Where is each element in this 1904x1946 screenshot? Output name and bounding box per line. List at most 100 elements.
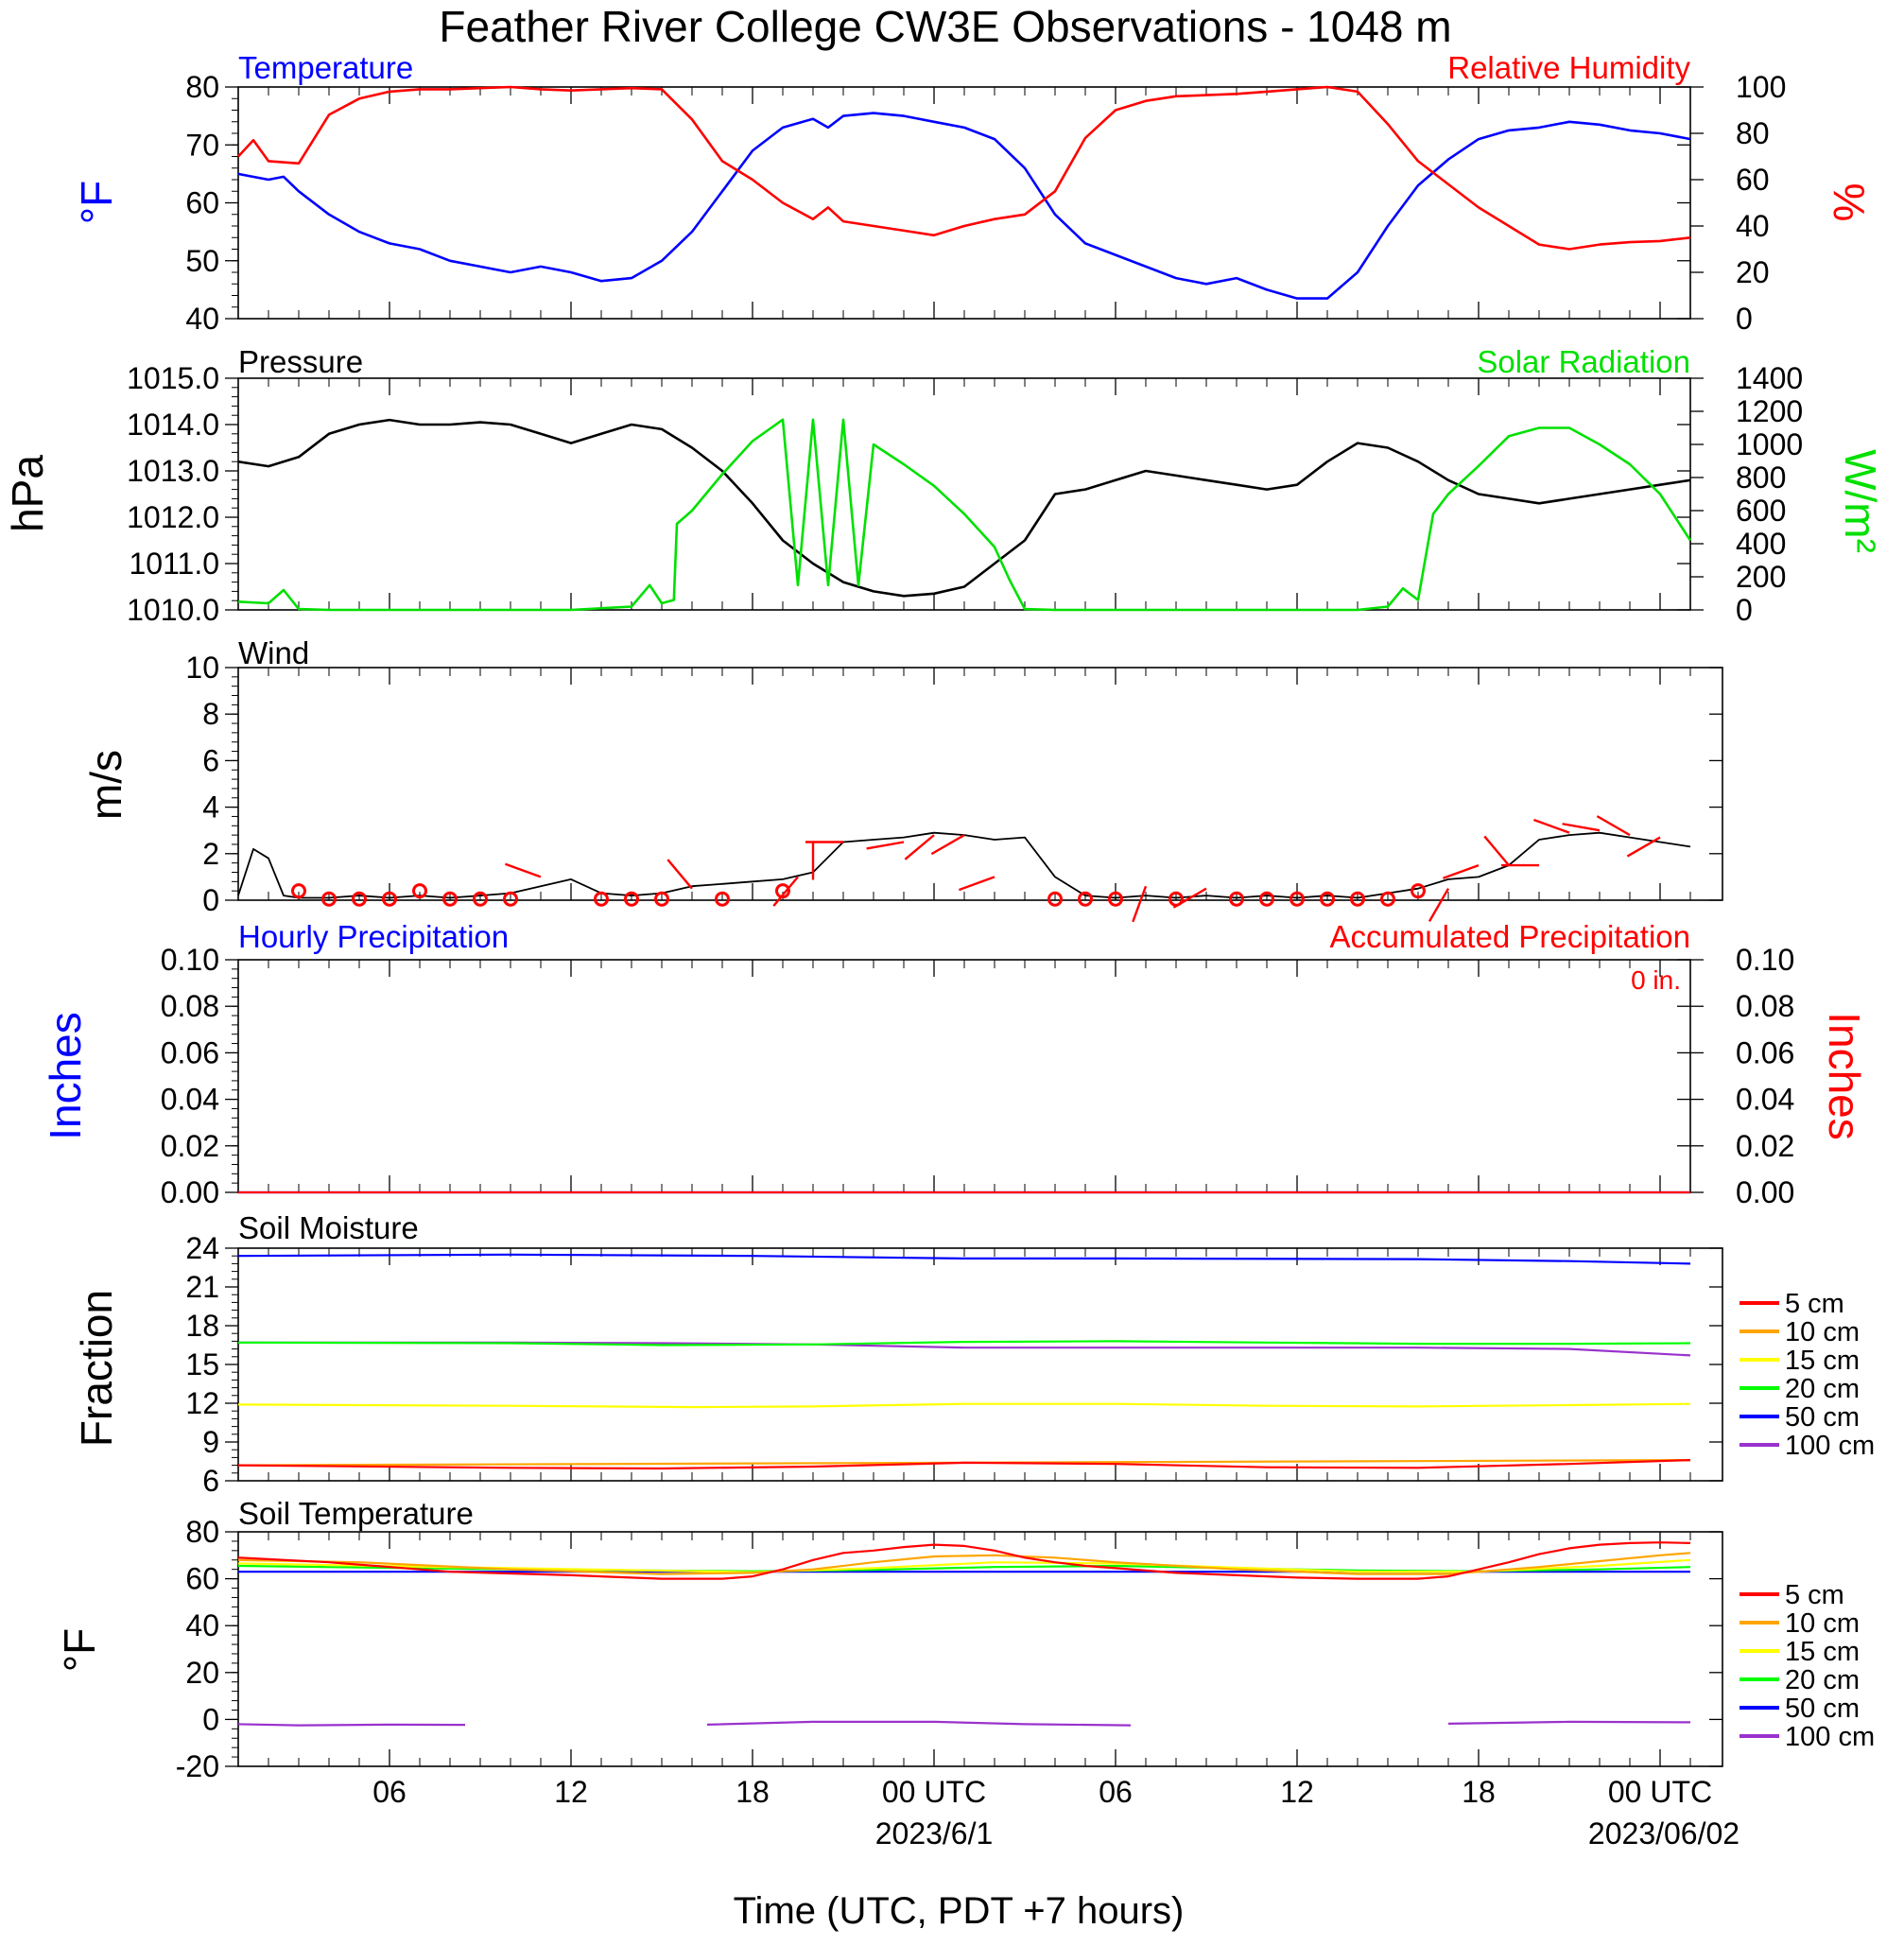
- wind-barb: [1483, 835, 1510, 866]
- temperature-humidity-panel: Temperature Relative Humidity °F % 40 50 6…: [72, 50, 1874, 336]
- soil-5cm-line: [237, 1541, 1691, 1580]
- y-tick-label: 50: [185, 244, 219, 278]
- humidity-panel-label: Relative Humidity: [1447, 50, 1690, 85]
- soil-100cm-line: [706, 1720, 1132, 1727]
- wind-barb: [1626, 836, 1661, 858]
- date-label: 2023/06/02: [1588, 1816, 1740, 1850]
- y-tick-label: 20: [185, 1656, 219, 1690]
- y-tick-label: 0.06: [161, 1035, 219, 1069]
- wind-barb: [666, 859, 693, 890]
- soil-10cm-line: [237, 1552, 1691, 1575]
- wind-speed-line: [237, 831, 1691, 899]
- x-tick-label: 18: [736, 1775, 770, 1809]
- y2-tick-label: 0.08: [1736, 989, 1794, 1023]
- legend-label: 20 cm: [1785, 1665, 1860, 1695]
- solar-panel-label: Solar Radiation: [1477, 344, 1690, 379]
- wind-barb: [959, 876, 995, 892]
- y-tick-label: 24: [185, 1231, 219, 1265]
- y-tick-label: 1013.0: [127, 454, 219, 488]
- y-tick-label: 0.02: [161, 1129, 219, 1163]
- y-tick-label: 1014.0: [127, 408, 219, 442]
- temperature-axis-title: °F: [72, 181, 121, 225]
- wind-barb: [1562, 823, 1601, 832]
- temperature-panel-label: Temperature: [238, 50, 413, 85]
- y-tick-label: 15: [185, 1347, 219, 1381]
- legend-label: 50 cm: [1785, 1694, 1860, 1724]
- calm-wind-marker: [1320, 891, 1335, 907]
- y2-tick-label: 600: [1736, 494, 1786, 528]
- accum-precip-label: Accumulated Precipitation: [1329, 919, 1690, 954]
- chart-title: Feather River College CW3E Observations …: [439, 2, 1451, 51]
- precipitation-panel: Hourly Precipitation Accumulated Precipi…: [41, 919, 1869, 1209]
- calm-wind-marker: [473, 891, 488, 907]
- date-label: 2023/6/1: [875, 1816, 994, 1850]
- legend-label: 15 cm: [1785, 1346, 1860, 1376]
- y-tick-label: 12: [185, 1386, 219, 1420]
- soil-temperature-panel-label: Soil Temperature: [238, 1496, 474, 1531]
- y-tick-label: 18: [185, 1309, 219, 1343]
- y2-tick-label: 200: [1736, 560, 1786, 594]
- soil-20cm-line: [237, 1340, 1691, 1347]
- y-tick-label: -20: [176, 1749, 219, 1783]
- y-tick-label: 0.10: [161, 943, 219, 977]
- calm-wind-marker: [412, 883, 427, 899]
- calm-wind-marker: [503, 891, 518, 907]
- y2-tick-label: 20: [1736, 255, 1770, 289]
- legend-label: 5 cm: [1785, 1289, 1844, 1319]
- wind-barb: [1596, 815, 1631, 837]
- x-axis-title: Time (UTC, PDT +7 hours): [734, 1890, 1185, 1932]
- pressure-panel-label: Pressure: [238, 344, 363, 379]
- y-tick-label: 0.04: [161, 1083, 219, 1117]
- wind-barb: [772, 876, 799, 907]
- y2-tick-label: 0: [1736, 302, 1753, 336]
- calm-wind-marker: [775, 883, 790, 899]
- wind-barb: [1443, 863, 1480, 879]
- panel-frame: [237, 667, 1723, 901]
- y-tick-label: 0.08: [161, 989, 219, 1023]
- y2-tick-label: 0.04: [1736, 1083, 1794, 1117]
- wind-barb: [1428, 888, 1450, 922]
- x-tick-label: 12: [554, 1775, 588, 1809]
- y2-tick-label: 80: [1736, 116, 1770, 150]
- solar-radiation-line: [237, 418, 1692, 612]
- y-tick-label: 2: [202, 837, 219, 871]
- pressure-axis-title: hPa: [3, 455, 52, 532]
- y-tick-label: 80: [185, 1515, 219, 1549]
- soil-temperature-axis-title: °F: [55, 1628, 104, 1673]
- calm-wind-marker: [1108, 891, 1123, 907]
- calm-wind-marker: [1229, 891, 1244, 907]
- y-tick-label: 0.00: [161, 1175, 219, 1209]
- y-tick-label: 1011.0: [130, 547, 220, 581]
- soil-50cm-line: [237, 1253, 1691, 1265]
- y-tick-label: 10: [185, 651, 219, 685]
- y2-tick-label: 0.06: [1736, 1035, 1794, 1069]
- x-tick-label: 12: [1280, 1775, 1314, 1809]
- y-tick-label: 6: [202, 1464, 219, 1498]
- y-tick-label: 9: [202, 1425, 219, 1459]
- calm-wind-marker: [624, 891, 639, 907]
- calm-wind-marker: [1047, 891, 1063, 907]
- calm-wind-marker: [321, 891, 337, 907]
- pressure-line: [237, 418, 1691, 598]
- y-tick-label: 4: [202, 791, 219, 825]
- pressure-solar-panel: Pressure Solar Radiation hPa W/m² 1010.0…: [3, 344, 1885, 627]
- y2-tick-label: 0.02: [1736, 1129, 1794, 1163]
- y-tick-label: 60: [185, 186, 219, 220]
- y2-tick-label: 1200: [1736, 394, 1803, 428]
- calm-wind-marker: [1350, 891, 1365, 907]
- y-tick-label: 1012.0: [127, 500, 219, 534]
- y2-tick-label: 0.10: [1736, 943, 1794, 977]
- wind-panel: Wind m/s 0 2 4 6 8 10: [81, 635, 1723, 923]
- y2-tick-label: 40: [1736, 209, 1770, 243]
- soil-100cm-line: [1447, 1720, 1691, 1725]
- legend-label: 10 cm: [1785, 1317, 1860, 1347]
- y2-tick-label: 800: [1736, 460, 1786, 495]
- y-tick-label: 70: [185, 128, 219, 162]
- wind-barb: [1533, 818, 1570, 834]
- temperature-line: [237, 112, 1691, 300]
- calm-wind-marker: [1411, 883, 1426, 899]
- x-tick-label: 00 UTC: [1608, 1775, 1712, 1809]
